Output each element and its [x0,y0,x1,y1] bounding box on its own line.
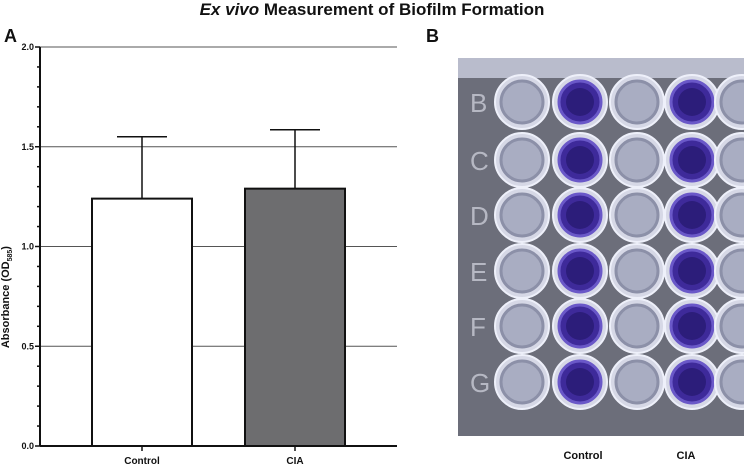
empty-well [719,248,744,294]
empty-well [499,79,545,125]
y-tick-label: 1.0 [21,242,34,252]
empty-well [719,79,744,125]
panel-label-a: A [4,26,17,46]
x-tick-label: CIA [286,456,303,465]
panel-label-b: B [426,26,439,46]
photo-label-cia: CIA [676,450,696,462]
empty-well [719,303,744,349]
empty-well [614,137,660,183]
title-rest: Measurement of Biofilm Formation [259,0,545,19]
photo-label-control: Control [563,450,603,462]
y-tick-label: 2.0 [21,42,34,52]
stain-center [566,201,594,229]
empty-well [719,359,744,405]
empty-well [614,359,660,405]
stain-center [566,88,594,116]
empty-well [719,137,744,183]
plate-edge [458,58,744,78]
row-label: G [470,368,490,398]
y-tick-label: 0.0 [21,441,34,451]
empty-well [499,192,545,238]
stain-center [566,257,594,285]
stain-center [678,201,706,229]
y-tick-label: 1.5 [21,142,34,152]
empty-well [719,192,744,238]
title-italic: Ex vivo [199,0,260,19]
empty-well [499,359,545,405]
stain-center [678,88,706,116]
stain-center [678,146,706,174]
x-tick-label: Control [124,456,160,465]
empty-well [499,248,545,294]
row-label: F [470,312,486,342]
row-label: E [470,257,487,287]
stain-center [566,312,594,340]
stain-center [678,368,706,396]
figure-title: Ex vivo Measurement of Biofilm Formation [0,0,744,20]
empty-well [614,192,660,238]
stain-center [678,312,706,340]
y-tick-label: 0.5 [21,341,34,351]
row-label: C [470,146,489,176]
empty-well [499,303,545,349]
row-label: B [470,88,487,118]
empty-well [614,248,660,294]
stain-center [566,368,594,396]
stain-center [566,146,594,174]
empty-well [614,303,660,349]
row-label: D [470,201,489,231]
stain-center [678,257,706,285]
empty-well [499,137,545,183]
bar-control [91,197,193,447]
empty-well [614,79,660,125]
